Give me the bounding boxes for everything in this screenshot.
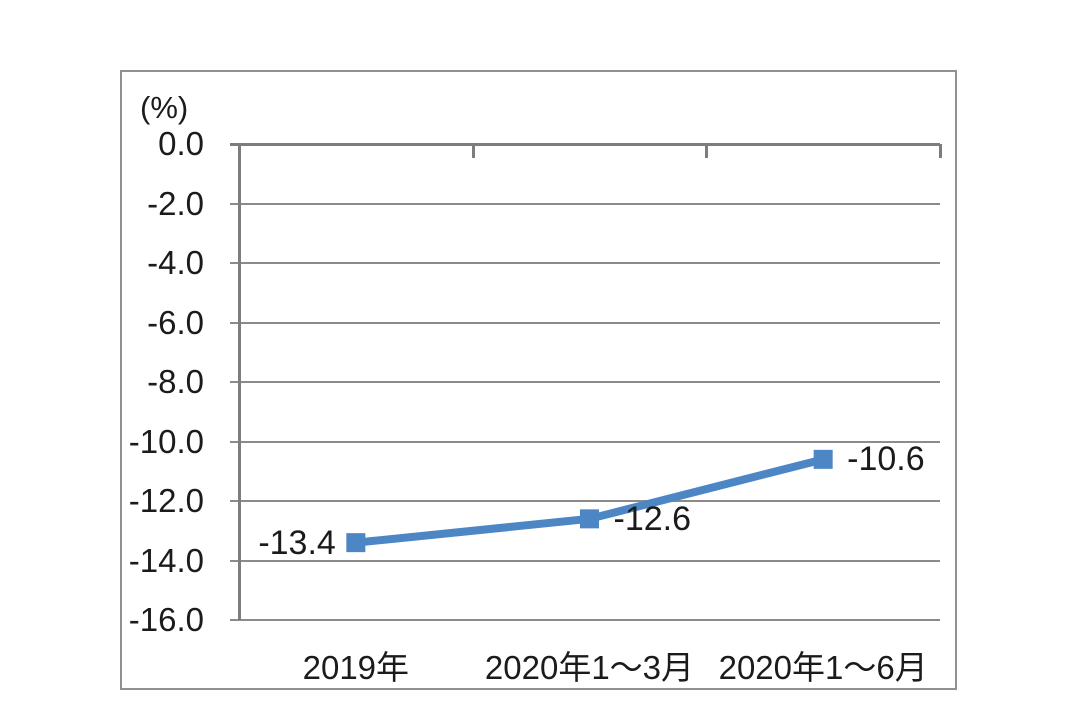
y-tick-label: -14.0 [128,541,204,579]
y-tick-label: -12.0 [128,482,204,519]
y-tick-label: -4.0 [147,244,204,281]
y-tick-label: -6.0 [147,303,204,341]
line-marker [580,509,599,529]
category-boundary-tick [939,144,942,158]
x-axis-label: 2020年1～6月 [718,649,928,686]
y-grid-line [230,262,940,264]
y-axis-line [238,144,241,620]
y-grid-line [230,381,940,383]
y-axis-unit-label: (%) [140,90,189,125]
line-marker [346,533,366,553]
category-boundary-tick [705,144,709,158]
y-tick-label: -10.0 [128,422,204,460]
series-line [355,455,825,547]
y-grid-line [230,321,940,324]
line-chart: (%) 0.0 -2.0 -4.0 -6.0 -8.0 -10.0 -12.0 -14.0 -1… [120,70,957,690]
x-axis-label: 2020年1～3月 [484,649,695,686]
category-boundary-tick [471,144,475,158]
y-grid-line [230,500,940,502]
y-grid-line [230,619,940,621]
y-grid-line [230,440,940,443]
y-grid-line [230,559,940,562]
y-tick-label: -8.0 [147,363,204,400]
line-marker [813,449,833,469]
y-grid-line [230,202,940,205]
data-label: -13.4 [258,523,336,562]
y-tick-label: 0.0 [158,125,204,162]
y-tick-label: -16.0 [128,601,204,638]
data-label: -12.6 [613,499,692,538]
data-label: -10.6 [847,440,925,479]
y-tick-label: -2.0 [147,184,204,222]
x-axis-label: 2019年 [302,649,410,686]
data-series-line [346,449,833,553]
x-axis-zero-line [230,143,940,146]
